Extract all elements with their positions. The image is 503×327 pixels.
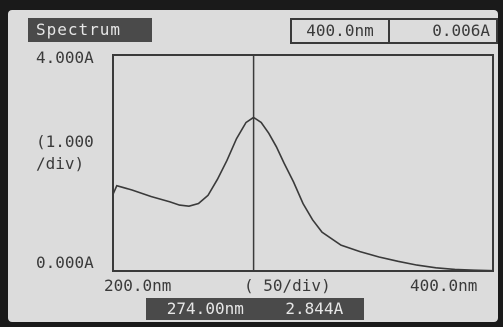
cursor-wavelength: 400.0nm [292, 20, 390, 42]
instrument-screen: Spectrum 400.0nm 0.006A 4.000A (1.000 /d… [8, 10, 498, 322]
readout-absorbance: 2.844A [285, 299, 344, 318]
readout-wavelength: 274.00nm [166, 299, 244, 318]
y-max-label: 4.000A [36, 48, 94, 67]
y-min-label: 0.000A [36, 253, 94, 272]
measurement-readout: 274.00nm 2.844A [146, 298, 364, 320]
x-min-label: 200.0nm [104, 276, 172, 295]
plot-frame [112, 54, 494, 272]
cursor-absorbance: 0.006A [432, 21, 490, 40]
spectrum-curve [112, 116, 494, 272]
cursor-readout-box: 400.0nm 0.006A [290, 18, 498, 44]
y-scale-label-1: (1.000 [36, 132, 94, 151]
y-scale-label-2: /div) [36, 154, 85, 173]
mode-title: Spectrum [28, 18, 152, 42]
x-max-label: 400.0nm [410, 276, 478, 295]
spectrum-plot [112, 54, 494, 272]
x-scale-label: ( 50/div) [244, 276, 331, 295]
